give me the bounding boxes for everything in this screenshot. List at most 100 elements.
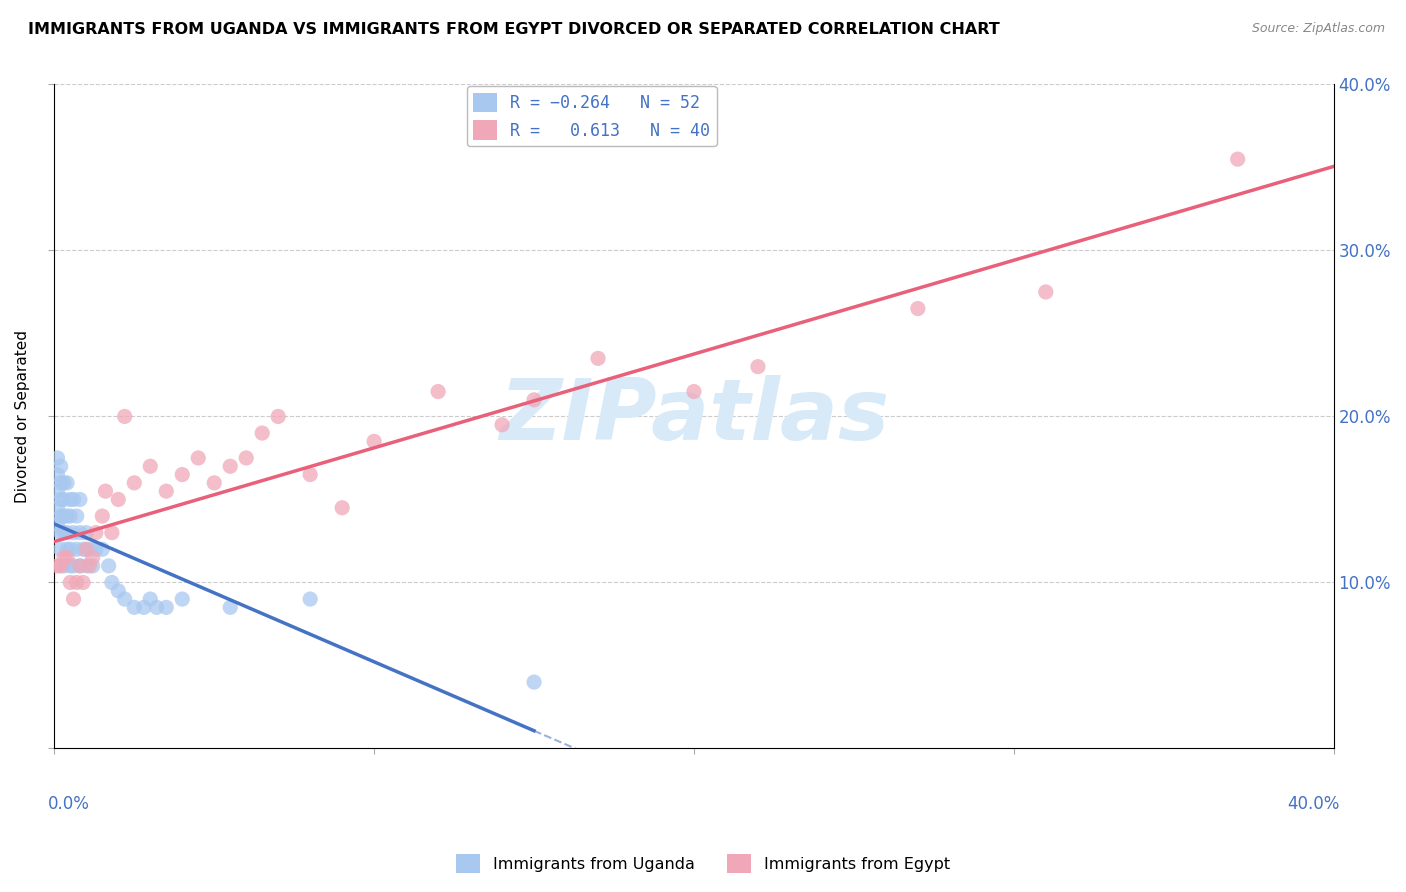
Point: [46, 517, 69, 532]
Text: IMMIGRANTS FROM UGANDA VS IMMIGRANTS FROM EGYPT DIVORCED OR SEPARATED CORRELATIO: IMMIGRANTS FROM UGANDA VS IMMIGRANTS FRO…: [28, 22, 1000, 37]
Point: [62, 492, 84, 507]
Point: [59, 492, 82, 507]
Legend: Immigrants from Uganda, Immigrants from Egypt: Immigrants from Uganda, Immigrants from …: [450, 847, 956, 880]
Point: [1035, 285, 1057, 299]
Point: [523, 392, 546, 407]
Point: [59, 558, 82, 573]
Point: [69, 525, 91, 540]
Point: [155, 484, 177, 499]
Point: [363, 434, 385, 449]
Point: [330, 500, 353, 515]
Point: [56, 525, 79, 540]
Point: [75, 558, 97, 573]
Point: [107, 583, 129, 598]
Point: [69, 558, 91, 573]
Point: [114, 409, 136, 424]
Point: [62, 525, 84, 540]
Point: [59, 509, 82, 524]
Point: [202, 475, 225, 490]
Point: [523, 675, 546, 690]
Text: Source: ZipAtlas.com: Source: ZipAtlas.com: [1251, 22, 1385, 36]
Point: [122, 600, 145, 615]
Point: [49, 525, 72, 540]
Point: [52, 475, 75, 490]
Point: [46, 500, 69, 515]
Point: [66, 509, 89, 524]
Point: [52, 509, 75, 524]
Point: [491, 417, 513, 432]
Point: [62, 592, 84, 607]
Point: [172, 467, 194, 482]
Point: [62, 558, 84, 573]
Point: [114, 592, 136, 607]
Point: [101, 525, 124, 540]
Point: [94, 484, 117, 499]
Point: [79, 558, 101, 573]
Point: [97, 558, 120, 573]
Point: [49, 542, 72, 557]
Point: [59, 575, 82, 590]
Point: [59, 542, 82, 557]
Point: [52, 492, 75, 507]
Point: [66, 575, 89, 590]
Point: [122, 475, 145, 490]
Point: [69, 558, 91, 573]
Point: [49, 558, 72, 573]
Point: [75, 525, 97, 540]
Point: [427, 384, 450, 399]
Point: [72, 542, 94, 557]
Point: [299, 592, 322, 607]
Point: [56, 542, 79, 557]
Legend: R = −0.264   N = 52, R =   0.613   N = 40: R = −0.264 N = 52, R = 0.613 N = 40: [467, 87, 717, 146]
Point: [46, 467, 69, 482]
Point: [84, 525, 107, 540]
Point: [91, 542, 114, 557]
Point: [747, 359, 769, 374]
Point: [139, 592, 162, 607]
Point: [107, 492, 129, 507]
Point: [56, 475, 79, 490]
Point: [49, 509, 72, 524]
Point: [219, 600, 242, 615]
Point: [683, 384, 706, 399]
Text: 40.0%: 40.0%: [1288, 795, 1340, 813]
Text: ZIPatlas: ZIPatlas: [499, 375, 889, 458]
Point: [82, 558, 104, 573]
Point: [91, 509, 114, 524]
Y-axis label: Divorced or Separated: Divorced or Separated: [15, 330, 30, 503]
Point: [49, 459, 72, 474]
Point: [52, 558, 75, 573]
Point: [46, 450, 69, 465]
Point: [250, 425, 273, 440]
Point: [187, 450, 209, 465]
Point: [84, 542, 107, 557]
Point: [219, 459, 242, 474]
Point: [46, 558, 69, 573]
Point: [235, 450, 257, 465]
Point: [56, 550, 79, 565]
Point: [72, 575, 94, 590]
Point: [46, 484, 69, 499]
Point: [155, 600, 177, 615]
Point: [75, 542, 97, 557]
Point: [82, 550, 104, 565]
Point: [52, 525, 75, 540]
Point: [66, 542, 89, 557]
Point: [69, 492, 91, 507]
Point: [299, 467, 322, 482]
Point: [56, 509, 79, 524]
Point: [907, 301, 929, 316]
Point: [79, 542, 101, 557]
Point: [172, 592, 194, 607]
Point: [1226, 152, 1249, 166]
Point: [586, 351, 609, 366]
Point: [132, 600, 155, 615]
Point: [139, 459, 162, 474]
Point: [49, 475, 72, 490]
Point: [52, 550, 75, 565]
Point: [49, 492, 72, 507]
Point: [145, 600, 167, 615]
Point: [267, 409, 290, 424]
Point: [101, 575, 124, 590]
Text: 0.0%: 0.0%: [48, 795, 90, 813]
